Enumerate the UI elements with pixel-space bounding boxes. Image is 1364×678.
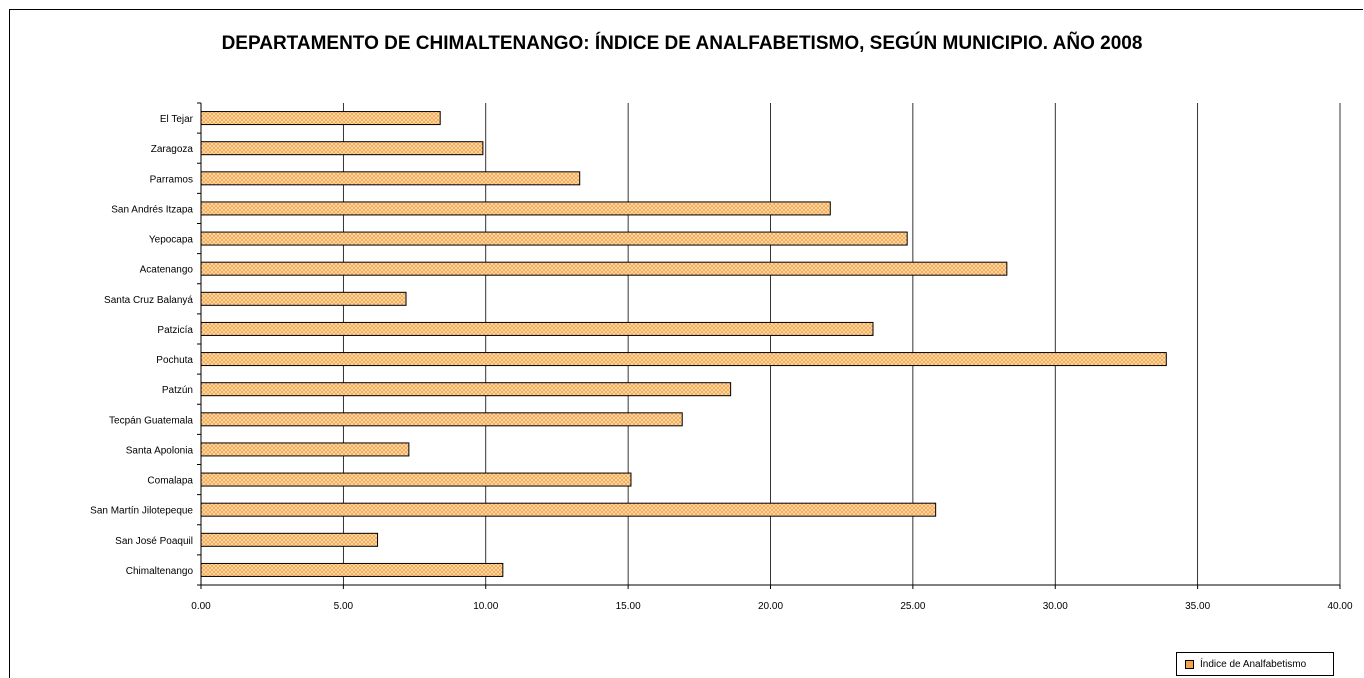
bar-0 bbox=[200, 111, 441, 126]
category-label: Parramos bbox=[150, 174, 193, 185]
x-tick-label: 25.00 bbox=[900, 601, 925, 612]
bar-10 bbox=[200, 412, 683, 427]
chart-title: DEPARTAMENTO DE CHIMALTENANGO: ÍNDICE DE… bbox=[221, 33, 1143, 54]
bar-1 bbox=[200, 141, 484, 156]
category-label: Comalapa bbox=[147, 476, 193, 487]
category-label: Patzún bbox=[162, 385, 193, 396]
category-label: Acatenango bbox=[140, 265, 194, 276]
x-tick-label: 0.00 bbox=[191, 601, 211, 612]
category-label: San Martín Jilotepeque bbox=[90, 506, 193, 517]
category-label: Chimaltenango bbox=[126, 566, 194, 577]
bar-9 bbox=[200, 382, 732, 397]
bar-15 bbox=[200, 562, 504, 577]
bar-12 bbox=[200, 472, 632, 487]
category-label: San Andrés Itzapa bbox=[111, 204, 193, 215]
bar-7 bbox=[200, 321, 874, 336]
x-tick-label: 40.00 bbox=[1327, 601, 1352, 612]
bar-11 bbox=[200, 442, 410, 457]
bar-3 bbox=[200, 201, 831, 216]
category-label: Patzicía bbox=[157, 325, 193, 336]
legend-label: Índice de Analfabetismo bbox=[1200, 658, 1307, 670]
bar-8 bbox=[200, 352, 1167, 367]
category-labels: El Tejar Zaragoza Parramos San Andrés Itzap… bbox=[90, 114, 194, 577]
bar-14 bbox=[200, 532, 379, 547]
bar-5 bbox=[200, 261, 1008, 276]
bar-13 bbox=[200, 502, 937, 517]
category-label: Pochuta bbox=[156, 355, 193, 366]
x-tick-label: 35.00 bbox=[1185, 601, 1210, 612]
x-tick-label: 15.00 bbox=[616, 601, 641, 612]
category-label: Tecpán Guatemala bbox=[109, 415, 193, 426]
category-label: Santa Cruz Balanyá bbox=[104, 295, 193, 306]
x-tick-label: 20.00 bbox=[758, 601, 783, 612]
chart-frame bbox=[9, 9, 1363, 678]
legend-swatch bbox=[1185, 659, 1194, 669]
category-label: Santa Apolonia bbox=[126, 445, 194, 456]
bars bbox=[200, 111, 1167, 577]
x-tick-label: 5.00 bbox=[334, 601, 354, 612]
x-tick-label: 10.00 bbox=[473, 601, 498, 612]
x-tick-labels: 0.00 5.00 10.00 15.00 20.00 25.00 30.00 35.00 40… bbox=[191, 601, 1353, 612]
bar-4 bbox=[200, 231, 908, 246]
legend: Índice de Analfabetismo bbox=[1176, 652, 1334, 676]
category-label: El Tejar bbox=[160, 114, 194, 125]
category-label: San José Poaquil bbox=[115, 536, 193, 547]
category-label: Zaragoza bbox=[151, 144, 194, 155]
bar-2 bbox=[200, 171, 581, 186]
category-label: Yepocapa bbox=[149, 235, 194, 246]
bar-6 bbox=[200, 291, 407, 306]
x-tick-label: 30.00 bbox=[1043, 601, 1068, 612]
